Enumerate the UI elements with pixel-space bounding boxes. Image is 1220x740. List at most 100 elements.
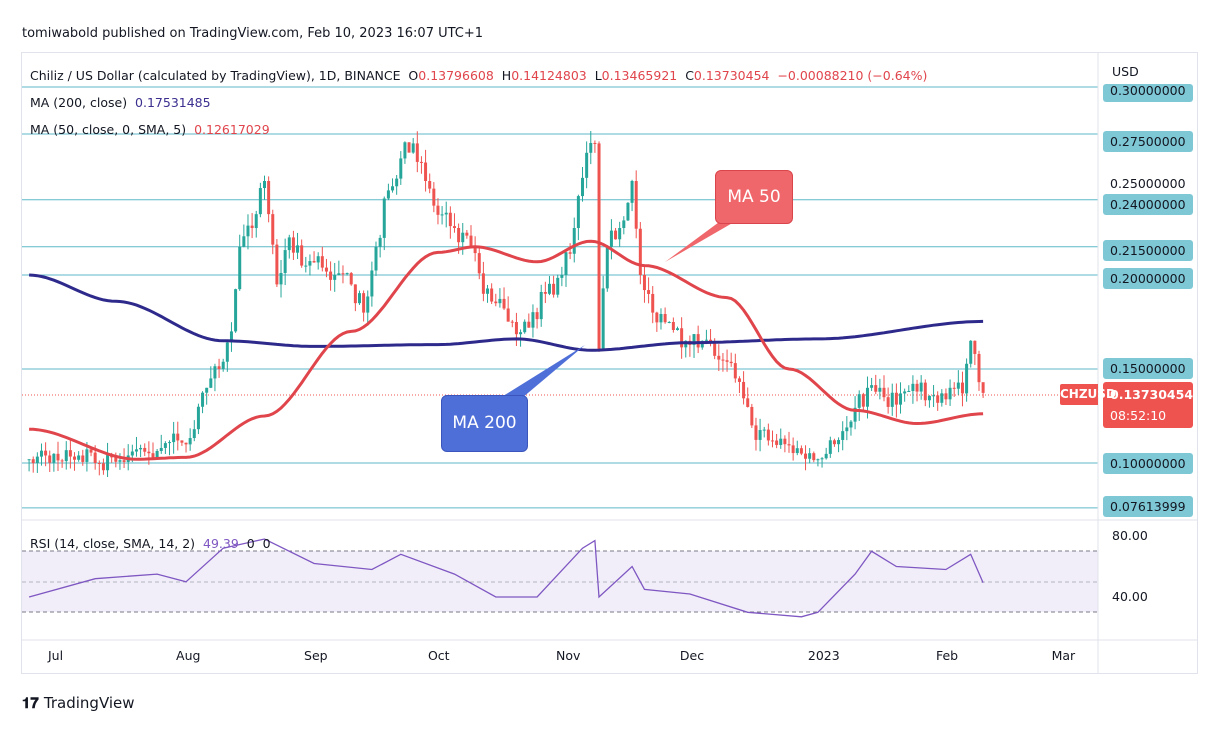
bar-countdown: 08:52:10 (1110, 408, 1167, 423)
candle (531, 312, 535, 328)
candle (320, 256, 324, 268)
ma200-label: MA (200, close) (30, 95, 128, 110)
symbol-tag: CHZUSD (1060, 384, 1116, 405)
candle (820, 458, 824, 460)
chart-frame (21, 52, 1198, 674)
candle (804, 453, 808, 459)
candle (44, 450, 48, 456)
candle (324, 267, 328, 272)
ma50-value: 0.12617029 (194, 122, 270, 137)
candle (721, 359, 725, 361)
candle (510, 321, 514, 323)
candle (64, 450, 68, 462)
candle (39, 450, 43, 457)
candle (634, 181, 638, 229)
candle (217, 366, 221, 369)
candle (667, 322, 671, 323)
currency-label[interactable]: USD (1112, 64, 1139, 79)
candle (60, 460, 64, 462)
candle (626, 202, 630, 221)
candle (77, 455, 81, 460)
candle (647, 290, 651, 294)
candle (824, 453, 828, 459)
candle (552, 283, 556, 295)
candle (333, 275, 337, 280)
candle (865, 387, 869, 407)
candle (448, 212, 452, 227)
candle (977, 353, 981, 383)
candle (923, 382, 927, 401)
price-tick: 0.25000000 (1110, 176, 1186, 191)
candle (122, 460, 126, 462)
candle (229, 331, 233, 343)
ma50-callout[interactable]: MA 50 (715, 170, 793, 224)
candle (828, 440, 832, 454)
candle (543, 291, 547, 294)
price-level-tag: 0.10000000 (1103, 453, 1193, 474)
candle (622, 220, 626, 228)
candle (539, 291, 543, 320)
ma200-callout-text: MA 200 (452, 413, 517, 433)
symbol-title[interactable]: Chiliz / US Dollar (calculated by Tradin… (30, 68, 401, 83)
candle (680, 328, 684, 348)
candle (903, 391, 907, 394)
candle (205, 387, 209, 393)
candle (514, 322, 518, 335)
candle (89, 449, 93, 453)
candle (399, 158, 403, 179)
candle (362, 293, 366, 313)
candle (85, 449, 89, 462)
candle (184, 442, 188, 445)
candle (130, 451, 134, 456)
close-value: 0.13730454 (693, 68, 770, 83)
candle (506, 308, 510, 322)
candle (201, 392, 205, 407)
candle (791, 445, 795, 454)
rsi-value: 49.39 (203, 536, 239, 551)
candle (799, 448, 803, 454)
candle (106, 455, 110, 471)
time-tick: Aug (176, 648, 201, 663)
ma200-legend[interactable]: MA (200, close) 0.17531485 (30, 95, 211, 110)
ma50-legend[interactable]: MA (50, close, 0, SMA, 5) 0.12617029 (30, 122, 270, 137)
time-tick: Nov (555, 648, 581, 663)
candle (254, 214, 258, 228)
candle (523, 321, 527, 333)
candle (329, 271, 333, 280)
candle (48, 455, 52, 463)
candle (535, 312, 539, 320)
candle (932, 395, 936, 397)
price-level-tag: 0.24000000 (1103, 194, 1193, 215)
candle (101, 463, 105, 471)
candle (93, 452, 97, 463)
candle (651, 293, 655, 313)
price-level-tag: 0.21500000 (1103, 240, 1193, 261)
candle (424, 162, 428, 181)
candle (779, 438, 783, 445)
candle (291, 237, 295, 253)
candle (411, 143, 415, 153)
candle (250, 225, 254, 228)
rsi-legend[interactable]: RSI (14, close, SMA, 14, 2) 49.39 0 0 (30, 536, 271, 551)
ma200-callout[interactable]: MA 200 (441, 395, 528, 452)
price-level-tag: 0.15000000 (1103, 358, 1193, 379)
candle (585, 152, 589, 178)
time-tick: Jul (48, 648, 64, 663)
candle (502, 298, 506, 309)
candle (630, 181, 634, 203)
ma50-callout-pointer (665, 214, 748, 262)
candle (572, 228, 576, 254)
candle (419, 161, 423, 163)
candle (159, 447, 163, 452)
brand-name: TradingView (43, 694, 135, 712)
candle (581, 177, 585, 197)
tradingview-logo[interactable]: 𝟏𝟕 TradingView (22, 694, 135, 712)
candle (428, 181, 432, 189)
ma200-callout-pointer (500, 345, 585, 398)
candle (494, 301, 498, 304)
candle (609, 230, 613, 247)
candle (267, 181, 271, 215)
candle (163, 443, 167, 448)
candle (936, 395, 940, 403)
